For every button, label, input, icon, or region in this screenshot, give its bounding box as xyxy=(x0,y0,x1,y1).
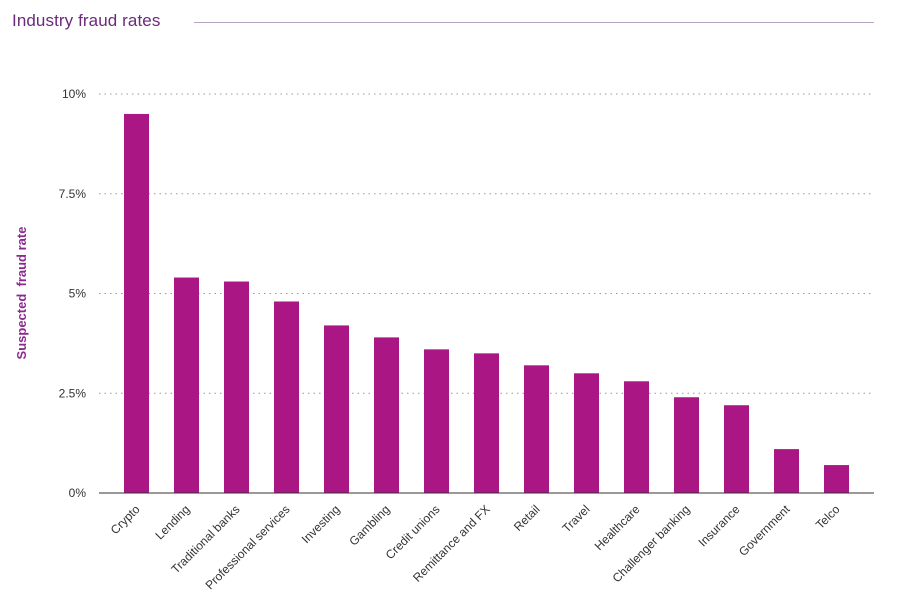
x-tick-label: Professional services xyxy=(203,502,293,592)
gridlines xyxy=(99,93,874,394)
bar xyxy=(124,113,149,493)
chart-title: Industry fraud rates xyxy=(12,11,161,30)
bar xyxy=(574,373,599,493)
x-tick-label: Insurance xyxy=(695,502,742,549)
bar xyxy=(624,381,649,493)
y-tick-labels: 0% 2.5% 5% 7.5% 10% xyxy=(59,87,87,500)
x-tick-label: Gambling xyxy=(346,502,392,548)
bar xyxy=(824,465,849,493)
bar xyxy=(374,337,399,493)
bar xyxy=(174,277,199,493)
bar xyxy=(524,365,549,493)
y-tick-label: 5% xyxy=(69,287,87,301)
y-axis-label: Suspected fraud rate xyxy=(14,227,29,360)
y-tick-label: 7.5% xyxy=(59,187,87,201)
y-tick-label: 10% xyxy=(62,87,86,101)
x-tick-label: Investing xyxy=(299,502,343,546)
x-tick-label: Travel xyxy=(559,502,592,535)
x-tick-label: Crypto xyxy=(108,502,143,537)
x-tick-label: Government xyxy=(736,502,793,559)
bar xyxy=(274,301,299,493)
bar xyxy=(724,405,749,493)
x-tick-label: Lending xyxy=(153,502,193,542)
bar xyxy=(324,325,349,493)
bar xyxy=(424,349,449,493)
bar xyxy=(674,397,699,493)
x-tick-label: Telco xyxy=(813,502,843,532)
y-tick-label: 0% xyxy=(69,486,87,500)
bar xyxy=(224,281,249,493)
bar xyxy=(774,449,799,493)
x-tick-label: Healthcare xyxy=(592,502,643,553)
title-divider xyxy=(194,22,874,23)
x-tick-label: Retail xyxy=(511,502,543,534)
y-tick-label: 2.5% xyxy=(59,386,87,400)
bar xyxy=(474,353,499,493)
bars xyxy=(124,113,849,493)
